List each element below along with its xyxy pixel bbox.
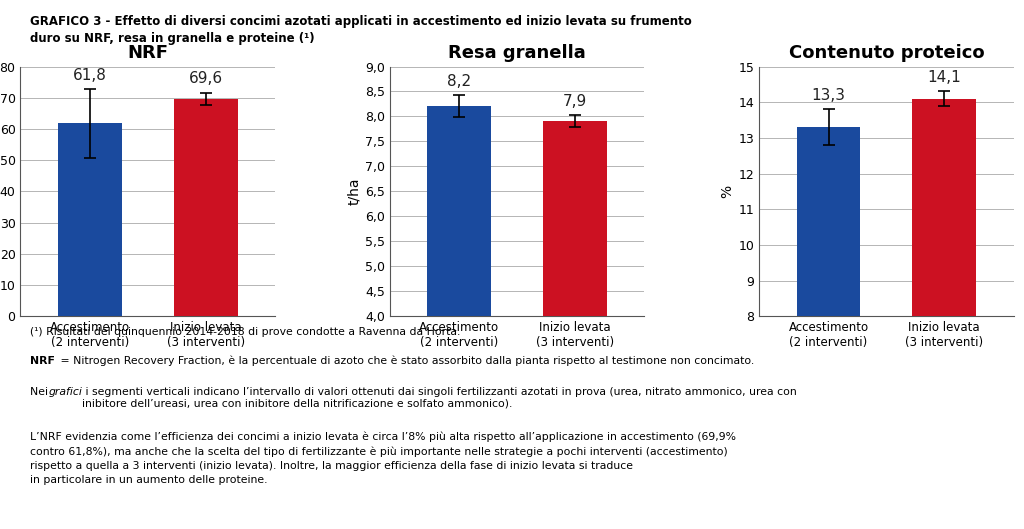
Title: Resa granella: Resa granella <box>449 44 586 62</box>
Text: 61,8: 61,8 <box>73 68 106 83</box>
Text: = Nitrogen Recovery Fraction, è la percentuale di azoto che è stato assorbito da: = Nitrogen Recovery Fraction, è la perce… <box>57 356 755 366</box>
Text: (¹) Risultati del quinquennio 2014-2018 di prove condotte a Ravenna da Horta.: (¹) Risultati del quinquennio 2014-2018 … <box>31 327 461 338</box>
Bar <box>174 99 238 316</box>
Text: 7,9: 7,9 <box>563 94 587 109</box>
Text: 13,3: 13,3 <box>812 88 846 103</box>
Text: 14,1: 14,1 <box>928 70 962 85</box>
Text: Nei: Nei <box>31 387 52 397</box>
Bar <box>797 127 860 529</box>
Text: grafici: grafici <box>48 387 82 397</box>
Y-axis label: t/ha: t/ha <box>347 178 360 205</box>
Bar <box>427 106 492 516</box>
Bar <box>58 123 122 316</box>
Y-axis label: %: % <box>720 185 734 198</box>
Text: L’NRF evidenzia come l’efficienza dei concimi a inizio levata è circa l’8% più a: L’NRF evidenzia come l’efficienza dei co… <box>31 432 736 485</box>
Title: NRF: NRF <box>127 44 168 62</box>
Title: Contenuto proteico: Contenuto proteico <box>788 44 984 62</box>
Bar <box>912 98 976 529</box>
Text: GRAFICO 3 - Effetto di diversi concimi azotati applicati in accestimento ed iniz: GRAFICO 3 - Effetto di diversi concimi a… <box>31 15 692 45</box>
Bar <box>543 122 607 516</box>
Text: i segmenti verticali indicano l’intervallo di valori ottenuti dai singoli fertil: i segmenti verticali indicano l’interval… <box>82 387 797 409</box>
Text: 69,6: 69,6 <box>188 71 223 86</box>
Text: NRF: NRF <box>31 356 55 366</box>
Text: 8,2: 8,2 <box>447 74 471 89</box>
